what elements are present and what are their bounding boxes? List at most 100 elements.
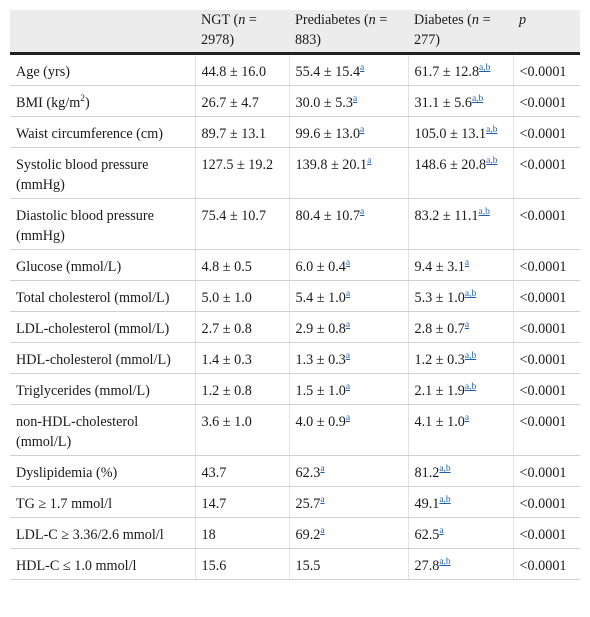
- footnote-link[interactable]: a: [360, 125, 365, 135]
- row-label-cell: Diastolic blood pressure (mmHg): [10, 198, 196, 250]
- row-label-cell: Age (yrs): [10, 53, 196, 86]
- prediabetes-value: 6.0 ± 0.4: [295, 259, 346, 275]
- table-row: Age (yrs) 44.8 ± 16.0 55.4 ± 15.4a 61.7 ± 1…: [10, 53, 580, 86]
- footnote-link[interactable]: a,b: [464, 382, 477, 392]
- row-label: LDL-cholesterol (mmol/L): [16, 321, 170, 337]
- diabetes-cell: 2.1 ± 1.9a,b: [408, 373, 514, 405]
- footnote-link[interactable]: a,b: [439, 495, 451, 505]
- header-p: p: [513, 10, 580, 55]
- p-value: <0.0001: [519, 259, 567, 275]
- footnote-link[interactable]: a: [320, 495, 325, 505]
- row-label-cell: non-HDL-cholesterol (mmol/L): [10, 404, 196, 456]
- footnote-link[interactable]: a: [345, 413, 351, 423]
- footnote-link[interactable]: a: [464, 320, 470, 330]
- p-value: <0.0001: [519, 95, 567, 111]
- diabetes-cell: 2.8 ± 0.7a: [408, 311, 514, 343]
- prediabetes-cell: 80.4 ± 10.7a: [289, 198, 409, 250]
- row-label-cell: Systolic blood pressure (mmHg): [10, 147, 196, 199]
- prediabetes-value: 139.8 ± 20.1: [295, 157, 368, 173]
- ngt-cell: 4.8 ± 0.5: [195, 249, 290, 281]
- diabetes-cell: 83.2 ± 11.1a,b: [408, 198, 514, 250]
- footnote-link[interactable]: a: [345, 382, 351, 392]
- ngt-cell: 15.6: [195, 548, 290, 580]
- header-diabetes: Diabetes (n = 277): [408, 10, 513, 55]
- prediabetes-cell: 69.2a: [289, 517, 409, 549]
- ngt-cell: 1.2 ± 0.8: [195, 373, 290, 405]
- p-value: <0.0001: [519, 321, 567, 337]
- footnote-link[interactable]: a: [367, 156, 372, 166]
- table-row: LDL-C ≥ 3.36/2.6 mmol/l 18 69.2a 62.5a <0.00…: [10, 517, 580, 549]
- prediabetes-value: 1.5 ± 1.0: [295, 383, 346, 399]
- p-value-cell: <0.0001: [513, 311, 580, 343]
- row-label: HDL-C ≤ 1.0 mmol/l: [16, 558, 137, 574]
- table-row: BMI (kg/m2) 26.7 ± 4.7 30.0 ± 5.3a 31.1 ± 5…: [10, 85, 580, 117]
- prediabetes-value: 4.0 ± 0.9: [295, 414, 346, 430]
- footnote-link[interactable]: a,b: [486, 125, 498, 135]
- footnote-link[interactable]: a,b: [464, 289, 477, 299]
- footnote-link[interactable]: a: [345, 320, 351, 330]
- prediabetes-value: 80.4 ± 10.7: [295, 208, 361, 224]
- diabetes-value: 5.3 ± 1.0: [414, 290, 465, 306]
- table-row: HDL-C ≤ 1.0 mmol/l 15.6 15.5 27.8a,b <0.0001: [10, 548, 580, 580]
- p-value-cell: <0.0001: [513, 249, 580, 281]
- prediabetes-cell: 1.3 ± 0.3a: [289, 342, 409, 374]
- diabetes-value: 2.8 ± 0.7: [414, 321, 465, 337]
- footnote-link[interactable]: a: [352, 94, 358, 104]
- row-label: Diastolic blood pressure (mmHg): [16, 208, 154, 244]
- p-value: <0.0001: [519, 64, 567, 80]
- prediabetes-value: 55.4 ± 15.4: [295, 64, 361, 80]
- ngt-cell: 75.4 ± 10.7: [195, 198, 290, 250]
- prediabetes-value: 2.9 ± 0.8: [295, 321, 346, 337]
- p-value-cell: <0.0001: [513, 548, 580, 580]
- table-row: non-HDL-cholesterol (mmol/L) 3.6 ± 1.0 4.0…: [10, 404, 580, 456]
- footnote-link[interactable]: a: [464, 413, 470, 423]
- row-label-cell: Triglycerides (mmol/L): [10, 373, 196, 405]
- diabetes-value: 4.1 ± 1.0: [414, 414, 465, 430]
- footnote-link[interactable]: a: [464, 258, 470, 268]
- ngt-cell: 5.0 ± 1.0: [195, 280, 290, 312]
- p-value: <0.0001: [519, 126, 567, 142]
- prediabetes-value: 25.7: [295, 496, 321, 512]
- p-value-cell: <0.0001: [513, 116, 580, 148]
- footnote-link[interactable]: a: [345, 258, 351, 268]
- diabetes-cell: 105.0 ± 13.1a,b: [408, 116, 514, 148]
- row-label-cell: Waist circumference (cm): [10, 116, 196, 148]
- ngt-cell: 14.7: [195, 486, 290, 518]
- diabetes-cell: 5.3 ± 1.0a,b: [408, 280, 514, 312]
- ngt-value: 89.7 ± 13.1: [201, 126, 267, 142]
- footnote-link[interactable]: a,b: [479, 63, 491, 73]
- footnote-link[interactable]: a,b: [471, 94, 484, 104]
- p-value: <0.0001: [519, 527, 567, 543]
- p-value: <0.0001: [519, 414, 567, 430]
- row-label: Age (yrs): [16, 64, 70, 80]
- header-blank: [10, 10, 195, 55]
- row-label-superscript: 2: [80, 94, 85, 104]
- diabetes-cell: 31.1 ± 5.6a,b: [408, 85, 514, 117]
- diabetes-value: 31.1 ± 5.6: [414, 95, 472, 111]
- header-diabetes-label: Diabetes (: [414, 12, 472, 28]
- diabetes-value: 2.1 ± 1.9: [414, 383, 465, 399]
- ngt-value: 127.5 ± 19.2: [201, 157, 274, 173]
- footnote-link[interactable]: a,b: [478, 207, 490, 217]
- table-body: Age (yrs) 44.8 ± 16.0 55.4 ± 15.4a 61.7 ± 1…: [10, 53, 580, 580]
- table-row: HDL-cholesterol (mmol/L) 1.4 ± 0.3 1.3 ± 0…: [10, 342, 580, 374]
- footnote-link[interactable]: a: [439, 526, 444, 536]
- footnote-link[interactable]: a: [345, 289, 351, 299]
- row-label: Glucose (mmol/L): [16, 259, 122, 275]
- footnote-link[interactable]: a,b: [464, 351, 477, 361]
- footnote-link[interactable]: a,b: [486, 156, 498, 166]
- prediabetes-cell: 4.0 ± 0.9a: [289, 404, 409, 456]
- row-label: Total cholesterol (mmol/L): [16, 290, 170, 306]
- row-label-cell: Glucose (mmol/L): [10, 249, 196, 281]
- footnote-link[interactable]: a: [360, 63, 365, 73]
- footnote-link[interactable]: a,b: [439, 464, 451, 474]
- ngt-value: 75.4 ± 10.7: [201, 208, 267, 224]
- footnote-link[interactable]: a: [360, 207, 365, 217]
- header-diabetes-value: = 277): [414, 12, 491, 48]
- row-label-cell: TG ≥ 1.7 mmol/l: [10, 486, 196, 518]
- prediabetes-value: 99.6 ± 13.0: [295, 126, 361, 142]
- footnote-link[interactable]: a: [320, 464, 325, 474]
- footnote-link[interactable]: a,b: [439, 557, 451, 567]
- footnote-link[interactable]: a: [345, 351, 351, 361]
- footnote-link[interactable]: a: [320, 526, 325, 536]
